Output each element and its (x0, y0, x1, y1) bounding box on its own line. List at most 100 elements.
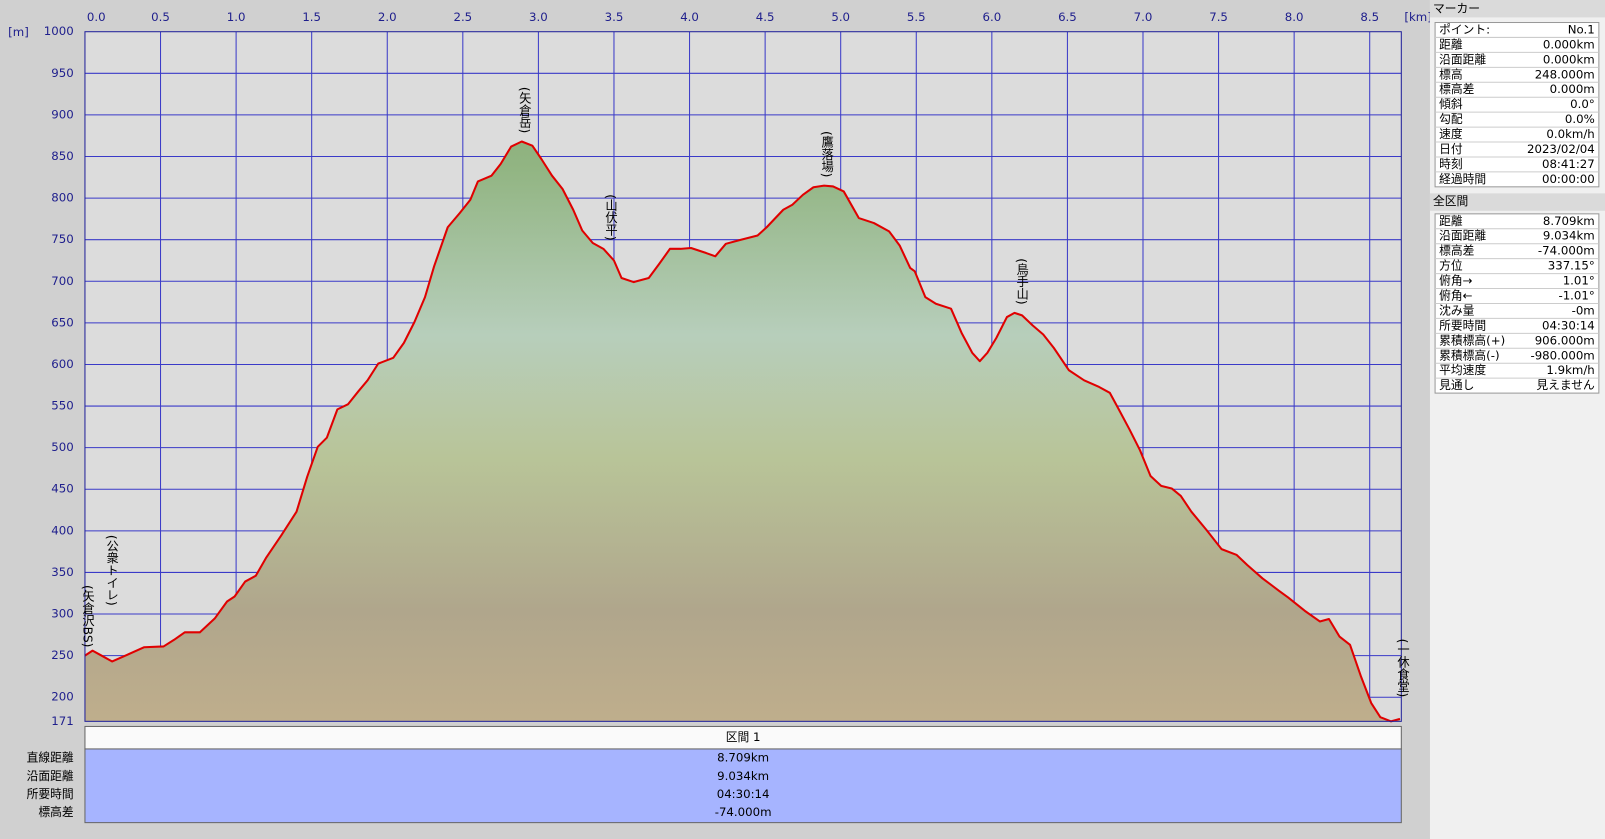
x-tick-label: 3.0 (529, 10, 548, 24)
x-tick-label: 8.0 (1285, 10, 1304, 24)
y-tick-label: 1000 (44, 24, 74, 38)
info-value: -980.000m (1530, 348, 1594, 362)
summary-value: 8.709km (717, 751, 769, 765)
info-label: 累積標高(-) (1439, 348, 1499, 362)
info-table (1434, 21, 1600, 188)
y-tick-label: 250 (51, 648, 73, 662)
summary-body (84, 748, 1402, 824)
info-label: 俯角← (1439, 289, 1473, 303)
info-value: 2023/02/04 (1527, 142, 1595, 156)
info-value: 08:41:27 (1542, 157, 1595, 171)
y-tick-label: 950 (51, 66, 73, 80)
y-tick-label: 650 (51, 315, 73, 329)
y-tick-label: 200 (51, 690, 73, 704)
info-value: -74.000m (1538, 244, 1595, 258)
area-fill (84, 141, 1400, 722)
y-tick-label: 750 (51, 232, 73, 246)
info-label: ポイント: (1439, 22, 1490, 36)
waypoint-label: (公衆トイレ) (105, 535, 119, 606)
x-tick-label: 4.0 (680, 10, 699, 24)
waypoint-label: (矢倉沢BS) (81, 585, 95, 647)
panel-header (1429, 0, 1605, 18)
y-tick-label: 400 (51, 523, 73, 537)
summary-value: -74.000m (715, 805, 772, 819)
waypoint-label: (矢倉岳) (517, 87, 531, 133)
summary-value: 04:30:14 (717, 787, 770, 801)
summary-title: 区間 1 (726, 730, 761, 744)
x-tick-label: 3.5 (605, 10, 624, 24)
info-label: 沿面距離 (1439, 229, 1486, 243)
x-tick-label: 6.5 (1058, 10, 1077, 24)
info-label: 沿面距離 (1439, 52, 1486, 66)
x-tick-label: 7.5 (1209, 10, 1228, 24)
y-tick-label: 450 (51, 482, 73, 496)
summary-label: 所要時間 (27, 787, 74, 801)
info-value: 1.01° (1563, 274, 1595, 288)
info-value: 1.9km/h (1546, 363, 1594, 377)
elevation-line (84, 140, 1401, 723)
summary-value: 9.034km (717, 769, 769, 783)
y-tick-label: 350 (51, 565, 73, 579)
summary-label: 標高差 (38, 805, 74, 819)
panel-title: 全区間 (1433, 194, 1468, 208)
info-label: 標高 (1439, 67, 1463, 81)
y-tick-label: 500 (51, 440, 73, 454)
x-axis-unit: [km] (1404, 10, 1431, 24)
panel-title: マーカー (1433, 2, 1480, 16)
y-tick-label: 300 (51, 607, 73, 621)
info-label: 方位 (1439, 259, 1463, 273)
info-value: -0m (1572, 303, 1595, 317)
info-label: 傾斜 (1439, 97, 1463, 111)
info-value: -1.01° (1558, 289, 1594, 303)
x-tick-label: 1.5 (302, 10, 321, 24)
info-label: 経過時間 (1439, 172, 1486, 186)
y-tick-label: 700 (51, 274, 73, 288)
info-label: 平均速度 (1439, 363, 1486, 377)
summary-label: 直線距離 (27, 751, 74, 765)
info-label: 時刻 (1439, 157, 1463, 171)
y-tick-label: 171 (51, 714, 73, 728)
info-label: 俯角→ (1439, 274, 1473, 288)
info-label: 勾配 (1439, 112, 1463, 126)
y-tick-label: 850 (51, 149, 73, 163)
plot-frame (84, 31, 1402, 722)
info-value: 04:30:14 (1542, 318, 1595, 332)
info-value: 見えません (1536, 378, 1595, 392)
info-value: 248.000m (1535, 67, 1595, 81)
waypoint-label: (鳥手山) (1015, 258, 1029, 304)
info-value: 0.0° (1570, 97, 1595, 111)
x-tick-label: 5.5 (907, 10, 926, 24)
y-tick-label: 800 (51, 191, 73, 205)
x-tick-label: 6.0 (982, 10, 1001, 24)
info-label: 所要時間 (1439, 318, 1486, 332)
info-value: 00:00:00 (1542, 172, 1595, 186)
y-tick-label: 900 (51, 107, 73, 121)
x-tick-label: 1.0 (227, 10, 246, 24)
info-label: 見通し (1439, 378, 1474, 392)
x-tick-label: 5.0 (831, 10, 850, 24)
info-value: 8.709km (1543, 214, 1595, 228)
info-value: 0.0% (1565, 112, 1595, 126)
y-tick-label: 600 (51, 357, 73, 371)
info-label: 標高差 (1439, 244, 1475, 258)
x-tick-label: 0.0 (87, 10, 106, 24)
waypoint-label: (山伏平) (603, 194, 617, 240)
info-label: 距離 (1439, 37, 1463, 51)
info-label: 累積標高(+) (1439, 333, 1505, 347)
info-label: 日付 (1439, 142, 1463, 156)
x-tick-label: 2.0 (378, 10, 397, 24)
info-value: 0.000m (1550, 82, 1595, 96)
info-value: 906.000m (1535, 333, 1595, 347)
x-tick-label: 8.5 (1360, 10, 1379, 24)
y-axis-unit: [m] (8, 25, 29, 39)
panel-header (1429, 193, 1605, 211)
summary-label: 沿面距離 (27, 769, 74, 783)
x-tick-label: 7.0 (1134, 10, 1153, 24)
info-value: No.1 (1568, 22, 1595, 36)
info-value: 9.034km (1543, 229, 1595, 243)
info-value: 0.0km/h (1546, 127, 1594, 141)
x-tick-label: 0.5 (151, 10, 170, 24)
info-value: 0.000km (1543, 37, 1595, 51)
y-tick-label: 550 (51, 399, 73, 413)
